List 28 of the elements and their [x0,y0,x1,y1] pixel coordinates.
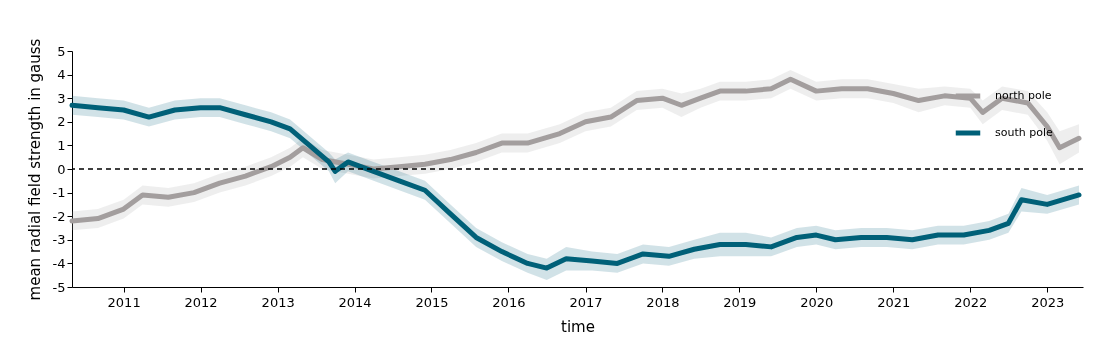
x-tick-label: 2015 [415,294,449,310]
x-tick-label: 2016 [492,294,526,310]
x-tick-label: 2023 [1031,294,1065,310]
y-tick-label: 4 [57,67,66,83]
y-tick-label: -2 [52,208,66,224]
x-tick-label: 2014 [338,294,372,310]
legend-label: north pole [995,89,1052,102]
legend-label: south pole [995,126,1053,139]
x-tick-label: 2017 [569,294,603,310]
y-tick-label: -1 [52,185,66,201]
x-tick-label: 2021 [877,294,911,310]
y-tick-label: 0 [57,161,66,177]
y-axis-title: mean radial field strength in gauss [25,38,44,301]
x-tick-label: 2019 [723,294,757,310]
x-tick-label: 2020 [800,294,834,310]
x-tick-label: 2018 [646,294,680,310]
y-tick-label: 5 [57,43,66,59]
y-tick-label: -4 [52,255,66,271]
x-tick-label: 2013 [261,294,295,310]
x-tick-label: 2022 [954,294,988,310]
y-tick-label: -5 [52,279,66,295]
y-tick-label: 1 [57,137,66,153]
y-tick-label: 2 [57,114,66,130]
y-tick-label: -3 [52,232,66,248]
y-tick-label: 3 [57,90,66,106]
x-tick-label: 2012 [184,294,218,310]
x-axis-title: time [561,317,595,336]
x-tick-label: 2011 [107,294,141,310]
